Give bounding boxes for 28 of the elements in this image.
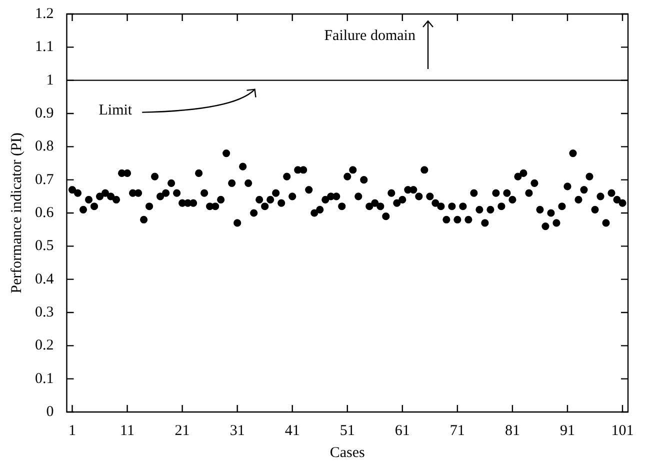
ref-line-label: Limit bbox=[98, 102, 133, 118]
x-tick-label: 11 bbox=[120, 422, 135, 439]
x-tick-label: 61 bbox=[394, 422, 410, 439]
y-tick-label: 0.5 bbox=[35, 238, 54, 254]
y-tick-label: 1.1 bbox=[35, 39, 54, 56]
x-tick-label: 1 bbox=[68, 422, 76, 439]
y-tick-label: 0.6 bbox=[35, 204, 54, 221]
x-tick-label: 31 bbox=[230, 422, 245, 439]
y-tick-label: 0.4 bbox=[35, 271, 54, 288]
annotation: Failure domain bbox=[324, 28, 416, 44]
x-tick-label: 51 bbox=[340, 422, 355, 439]
x-axis-title: Cases bbox=[330, 444, 366, 461]
y-tick-label: 0.2 bbox=[35, 338, 54, 354]
x-tick-label: 81 bbox=[504, 422, 520, 439]
x-tick-label: 71 bbox=[450, 422, 465, 439]
y-tick-label: 0.1 bbox=[35, 370, 54, 387]
x-tick-label: 41 bbox=[284, 422, 300, 439]
y-tick-label: 1 bbox=[46, 72, 54, 88]
y-tick-label: 0.9 bbox=[35, 105, 54, 122]
y-tick-label: 0.8 bbox=[35, 138, 54, 155]
y-tick-label: 0.3 bbox=[35, 304, 54, 320]
y-axis-title: Performance indicator (PI) bbox=[8, 132, 25, 294]
y-tick-label: 0.7 bbox=[35, 172, 54, 188]
x-tick-label: 21 bbox=[174, 422, 190, 439]
x-tick-label: 101 bbox=[611, 422, 634, 439]
y-tick-label: 0 bbox=[46, 404, 54, 420]
x-tick-label: 91 bbox=[560, 422, 575, 439]
y-tick-label: 1.2 bbox=[35, 6, 54, 22]
